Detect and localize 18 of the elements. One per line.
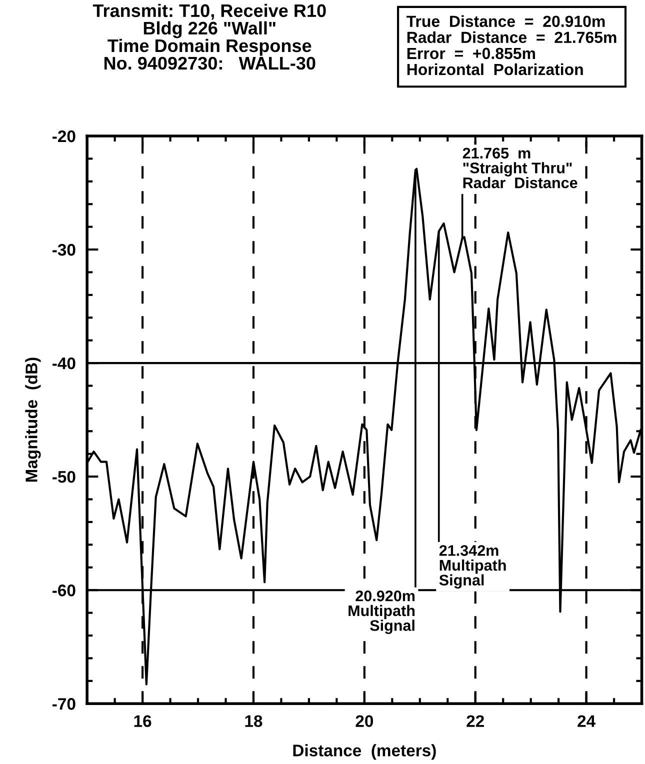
y-tick-label: -70 bbox=[52, 698, 76, 710]
x-tick-label: 22 bbox=[466, 715, 484, 727]
x-tick-label: 16 bbox=[134, 715, 152, 727]
x-tick-label: 24 bbox=[578, 715, 596, 727]
y-axis-title: Magnitude (dB) bbox=[25, 358, 41, 482]
annotation: 20.920m Multipath Signal bbox=[348, 590, 415, 634]
annotation: 21.765 m "Straight Thru" Radar Distance bbox=[462, 148, 578, 188]
x-tick-label: 18 bbox=[245, 715, 262, 727]
y-tick-label: -50 bbox=[52, 470, 76, 483]
y-tick-label: -40 bbox=[52, 357, 76, 370]
chart-title: Transmit: T10, Receive R10 Bldg 226 "Wall" Time Domain Response No. 94092730: WALL-30 bbox=[92, 4, 326, 70]
y-tick-label: -60 bbox=[52, 584, 76, 596]
y-tick-label: -20 bbox=[52, 130, 76, 142]
y-tick-label: -30 bbox=[52, 244, 76, 256]
text: True Distance = 20.910m Radar Distance = 21.765m Error = +0.855m Horizontal Polarization bbox=[406, 15, 616, 76]
x-tick-label: 20 bbox=[356, 715, 374, 727]
x-axis-title: Distance (meters) bbox=[293, 744, 436, 760]
annotation: 21.342m Multipath Signal bbox=[439, 545, 506, 589]
